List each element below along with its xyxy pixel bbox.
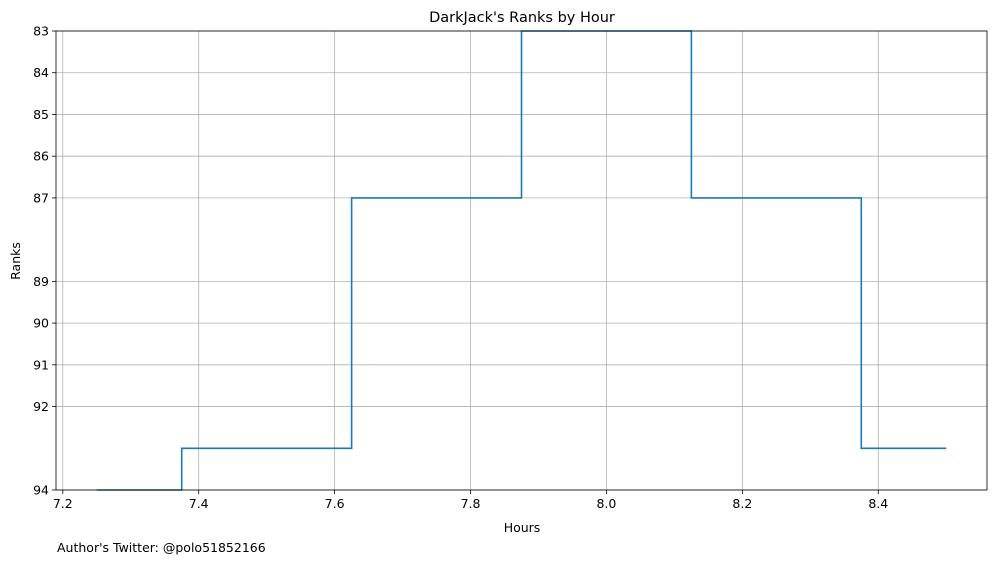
x-tick-label: 7.8: [461, 496, 481, 511]
x-tick-label: 8.0: [596, 496, 616, 511]
author-footnote: Author's Twitter: @polo51852166: [57, 540, 266, 555]
y-axis-ticks: 83 84 85 86 87 89 90 91 92 94: [33, 24, 56, 498]
x-axis-ticks: 7.2 7.4 7.6 7.8 8.0 8.2 8.4: [53, 490, 888, 511]
y-tick-label: 86: [33, 149, 49, 164]
x-tick-label: 7.2: [53, 496, 73, 511]
y-tick-label: 92: [33, 399, 49, 414]
x-tick-label: 7.6: [325, 496, 345, 511]
y-tick-label: 85: [33, 107, 49, 122]
x-tick-label: 8.2: [732, 496, 752, 511]
chart-title: DarkJack's Ranks by Hour: [429, 10, 615, 26]
y-tick-label: 91: [33, 357, 49, 372]
x-tick-label: 8.4: [868, 496, 888, 511]
y-axis-label: Ranks: [8, 242, 23, 280]
y-tick-label: 90: [33, 316, 49, 331]
y-tick-label: 83: [33, 24, 49, 39]
rank-step-line: [96, 30, 947, 491]
y-tick-label: 87: [33, 190, 49, 205]
series-layer: [96, 30, 947, 491]
y-tick-label: 94: [33, 483, 49, 498]
x-axis-label: Hours: [504, 520, 541, 535]
y-tick-label: 89: [33, 274, 49, 289]
x-tick-label: 7.4: [189, 496, 209, 511]
y-tick-label: 84: [33, 65, 49, 80]
plot-frame: [55, 30, 988, 491]
